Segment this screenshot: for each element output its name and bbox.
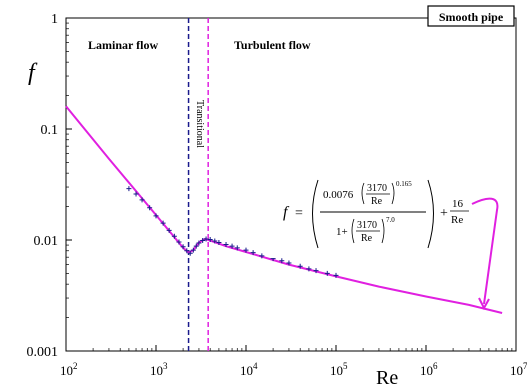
x-axis-label: Re [376,367,398,388]
data-point [187,250,193,256]
data-point [126,186,132,192]
y-axis-label: f [28,60,38,86]
y-tick-label: 1 [51,12,58,27]
data-point [306,266,312,272]
num-left-paren [361,182,365,205]
eq-n3: 16 [452,198,464,210]
data-point [297,263,303,269]
den-exponent: 7.0 [386,216,395,224]
den-d2: Re [361,233,373,244]
data-point [193,243,199,249]
transitional-label: Transitional [194,100,205,148]
x-tick-label: 104 [240,361,258,378]
legend-box [427,5,515,27]
equation-f: f [283,204,290,221]
data-point [196,240,202,246]
y-tick-label: 0.001 [27,345,59,360]
data-point [184,248,190,254]
num-n1: 3170 [367,183,387,194]
data-point [160,220,166,226]
data-point [229,243,235,249]
equation-arrow [471,197,499,305]
legend-label: Smooth pipe [439,10,504,24]
data-point [286,260,292,266]
den-n2: 3170 [357,220,377,231]
arrow-head [478,297,490,311]
data-point [180,244,186,250]
y-axis-ticks: 1 0.1 0.01 0.001 [27,12,72,360]
data-point [212,238,218,244]
data-point [133,191,139,197]
regime-boundaries [187,18,209,351]
data-point [250,250,256,256]
laminar-flow-label: Laminar flow [88,38,158,52]
data-point [147,205,153,211]
big-right-paren [427,179,434,249]
big-left-paren [312,179,319,249]
equation-background [272,178,472,258]
den-one: 1+ [336,226,348,238]
data-point [259,253,265,259]
data-point [324,270,330,276]
den-right-paren [381,218,385,244]
data-point [216,239,222,245]
plot-frame [65,17,517,352]
data-point [207,237,213,243]
x-tick-label: 106 [420,361,438,378]
data-point [176,239,182,245]
data-point [234,245,240,251]
x-axis-ticks: 102 103 104 105 106 107 [60,345,527,378]
data-point [243,247,249,253]
x-tick-label: 103 [150,361,168,378]
equation: f = 0.0076 3170 Re 0.165 1+ 3170 Re 7.0 … [272,178,472,258]
data-point [190,247,196,253]
data-point [171,233,177,239]
eq-d3: Re [451,214,463,226]
data-point [200,237,206,243]
equation-coefficient: 0.0076 [323,189,354,201]
data-point [279,258,285,264]
num-right-paren [391,182,395,205]
data-point [153,213,159,219]
data-point [139,197,145,203]
data-point [313,268,319,274]
turbulent-flow-label: Turbulent flow [234,38,311,52]
equation-equals: = [295,206,303,221]
data-point [333,272,339,278]
y-tick-label: 0.01 [34,234,59,249]
equation-plus: + [440,206,448,221]
experimental-points [126,186,339,278]
den-left-paren [351,218,355,244]
y-tick-label: 0.1 [41,123,59,138]
num-d1: Re [371,196,383,207]
data-point [166,227,172,233]
data-point [223,242,229,248]
x-tick-label: 105 [330,361,348,378]
num-exponent: 0.165 [396,180,412,188]
x-tick-label: 102 [60,361,78,378]
x-tick-label: 107 [510,361,527,378]
